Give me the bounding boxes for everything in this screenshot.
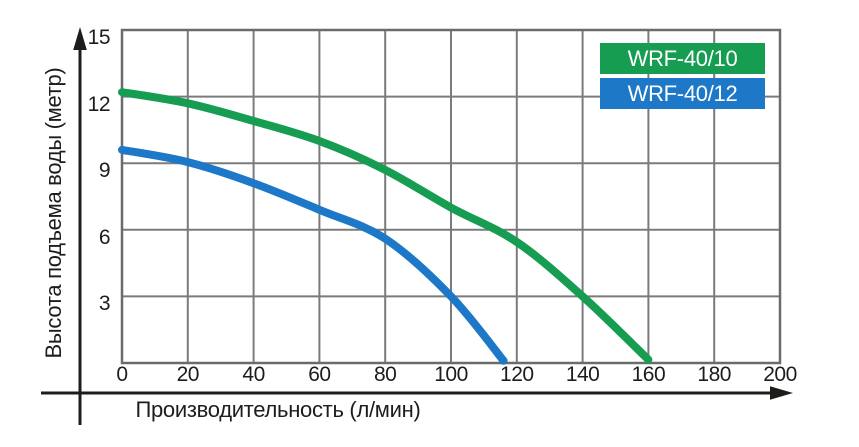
y-tick-label-6: 6 — [98, 225, 111, 249]
curve-wrf-40-10 — [118, 88, 653, 364]
x-tick-label-20: 20 — [176, 363, 200, 386]
y-tick-label-15: 15 — [87, 26, 111, 49]
x-tick-label-60: 60 — [308, 363, 331, 386]
legend-item-wrf-40-10: WRF-40/10 — [600, 43, 765, 74]
x-tick-label-80: 80 — [374, 363, 397, 386]
x-tick-label-180: 180 — [697, 363, 731, 386]
y-tick-label-12: 12 — [87, 92, 111, 116]
y-tick-label-9: 9 — [98, 159, 111, 183]
x-tick-label-160: 160 — [631, 363, 666, 386]
x-tick-label-100: 100 — [434, 363, 468, 386]
y-axis-title: Высота подъема воды (метр) — [41, 67, 66, 359]
y-tick-label-3: 3 — [98, 292, 111, 316]
data-curves — [118, 88, 653, 365]
legend-label-wrf-40-10: WRF-40/10 — [627, 45, 738, 71]
legend-label-wrf-40-12: WRF-40/12 — [627, 80, 738, 106]
x-tick-label-0: 0 — [116, 363, 128, 386]
legend-item-wrf-40-12: WRF-40/12 — [600, 78, 765, 109]
legend: WRF-40/10 WRF-40/12 — [600, 43, 765, 113]
x-tick-label-40: 40 — [242, 363, 265, 386]
curve-wrf-40-12 — [118, 145, 508, 365]
x-tick-label-200: 200 — [763, 363, 797, 386]
axis-arrows — [41, 27, 793, 425]
x-axis-title: Производительность (л/мин) — [135, 397, 421, 422]
x-tick-label-120: 120 — [500, 363, 534, 386]
y-axis-arrowhead-icon — [73, 27, 87, 50]
x-axis-arrowhead-icon — [770, 386, 793, 400]
x-tick-label-140: 140 — [565, 363, 600, 386]
